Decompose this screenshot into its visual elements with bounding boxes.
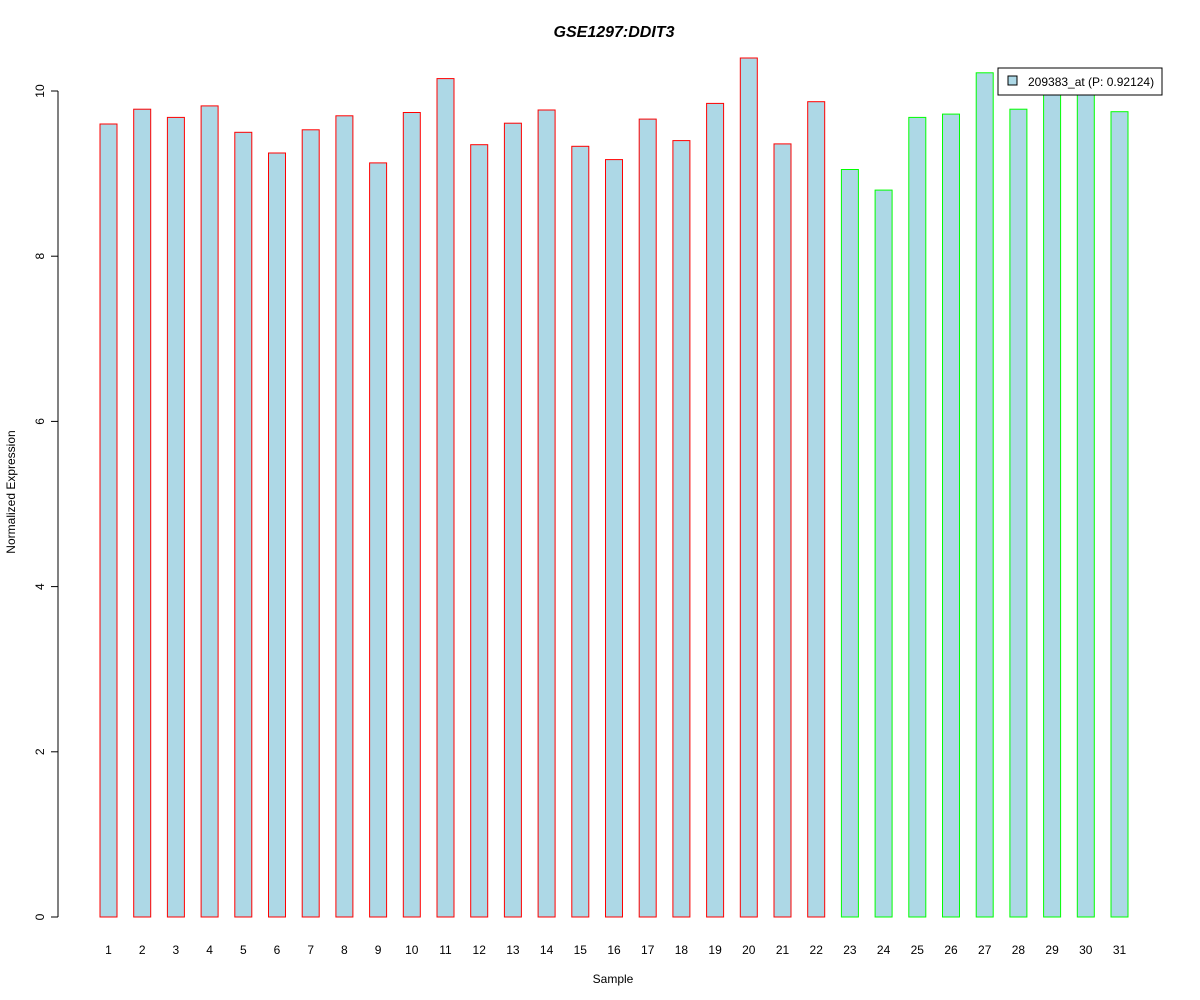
x-tick-label: 5	[240, 943, 247, 957]
x-tick-label: 9	[375, 943, 382, 957]
bar-sample-14	[537, 109, 556, 918]
x-axis-label: Sample	[593, 972, 634, 986]
x-tick-label: 30	[1079, 943, 1093, 957]
x-tick-label: 1	[105, 943, 112, 957]
bar-sample-10	[402, 112, 421, 918]
y-axis-label: Normalized Expression	[4, 430, 18, 553]
x-tick-label: 26	[944, 943, 958, 957]
x-tick-label: 23	[843, 943, 857, 957]
x-tick-label: 12	[473, 943, 487, 957]
bar-sample-20	[739, 57, 758, 918]
bar-sample-4	[200, 105, 219, 918]
legend-swatch	[1007, 75, 1018, 86]
bar-sample-12	[470, 144, 489, 918]
bar-sample-26	[942, 113, 960, 918]
x-tick-label: 14	[540, 943, 554, 957]
x-tick-label: 10	[405, 943, 419, 957]
legend-box	[997, 67, 1163, 96]
x-tick-label: 6	[274, 943, 281, 957]
bar-sample-13	[503, 122, 522, 918]
bar-sample-18	[672, 140, 691, 918]
bar-sample-28	[1009, 108, 1028, 918]
x-tick-label: 28	[1012, 943, 1026, 957]
bar-sample-9	[369, 162, 388, 918]
bar-sample-21	[773, 143, 792, 918]
bar-sample-22	[807, 101, 826, 918]
bar-sample-2	[133, 108, 152, 918]
y-tick-label: 8	[33, 253, 47, 260]
y-tick-label: 4	[33, 583, 47, 590]
x-tick-label: 16	[607, 943, 621, 957]
x-tick-label: 15	[574, 943, 588, 957]
bar-sample-23	[840, 169, 859, 918]
bar-sample-8	[335, 115, 354, 918]
x-tick-label: 29	[1045, 943, 1059, 957]
bars	[99, 57, 1129, 918]
bar-sample-25	[908, 116, 927, 918]
x-tick-label: 11	[439, 943, 452, 957]
x-tick-label: 27	[978, 943, 992, 957]
bar-sample-17	[638, 118, 657, 918]
bar-sample-15	[571, 145, 590, 918]
bar-sample-24	[874, 189, 893, 918]
y-tick-label: 0	[33, 913, 47, 920]
x-tick-label: 4	[206, 943, 213, 957]
x-tick-label: 31	[1113, 943, 1127, 957]
bar-sample-7	[301, 129, 320, 918]
bar-sample-5	[234, 131, 253, 918]
y-tick-label: 2	[33, 748, 47, 755]
x-tick-label: 25	[911, 943, 925, 957]
x-tick-label: 7	[307, 943, 314, 957]
y-axis: 0 2 4 6 8 10	[33, 84, 59, 920]
legend-label: 209383_at (P: 0.92124)	[1028, 75, 1154, 89]
x-tick-label: 3	[173, 943, 180, 957]
x-tick-label: 17	[641, 943, 655, 957]
x-tick-label: 18	[675, 943, 689, 957]
legend: 209383_at (P: 0.92124)	[997, 67, 1163, 96]
x-tick-label: 20	[742, 943, 756, 957]
x-tick-label: 8	[341, 943, 348, 957]
bar-sample-31	[1110, 111, 1129, 918]
bar-sample-6	[268, 152, 286, 918]
bar-sample-11	[436, 78, 455, 918]
bar-sample-29	[1043, 90, 1062, 918]
x-tick-label: 22	[810, 943, 824, 957]
bar-sample-27	[975, 72, 994, 918]
x-tick-label: 19	[708, 943, 722, 957]
bar-sample-3	[166, 116, 185, 918]
x-axis-tick-labels: 1 2 3 4 5 6 7 8 9 10 11 12 13 14 15 16 17 18 19 20 21 22 23 24 2…	[105, 943, 1126, 957]
x-tick-label: 21	[776, 943, 790, 957]
x-tick-label: 24	[877, 943, 891, 957]
x-tick-label: 2	[139, 943, 146, 957]
chart-title: GSE1297:DDIT3	[554, 24, 675, 41]
bar-sample-30	[1076, 90, 1095, 918]
bar-sample-1	[99, 123, 118, 918]
y-tick-label: 6	[33, 418, 47, 425]
x-tick-label: 13	[506, 943, 520, 957]
bar-sample-16	[605, 159, 623, 918]
bar-sample-19	[706, 102, 725, 918]
y-tick-label: 10	[33, 84, 47, 98]
